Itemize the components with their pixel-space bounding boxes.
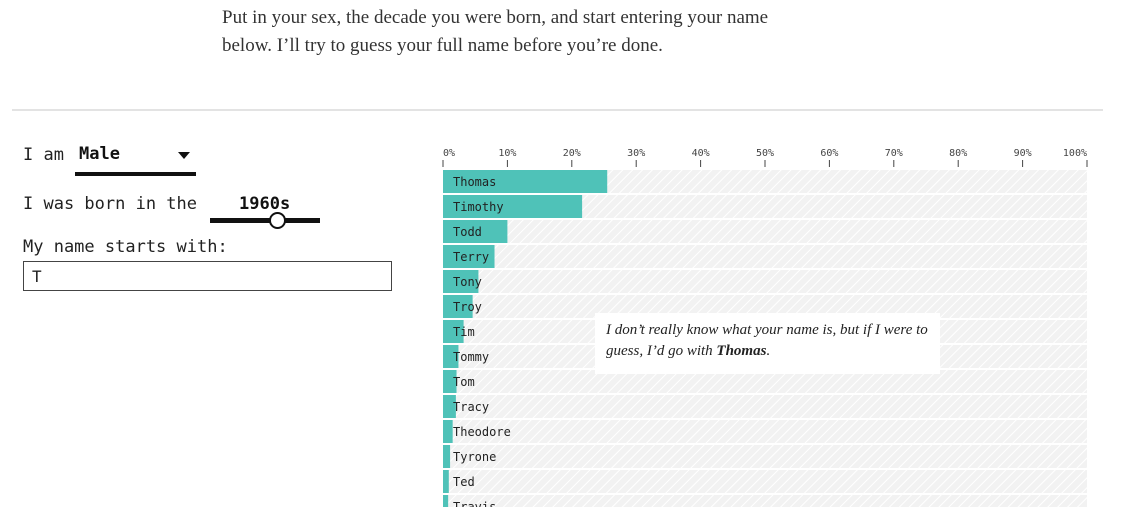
- x-tick-label: 90%: [1014, 148, 1032, 159]
- bar-label: Tony: [453, 275, 482, 289]
- bar-todd: [443, 220, 508, 243]
- decade-slider-track[interactable]: [210, 218, 320, 223]
- guess-name: Thomas: [716, 343, 767, 359]
- bar-background: [443, 195, 1087, 218]
- bar-tim: [443, 320, 464, 343]
- bar-label: Tracy: [453, 400, 489, 414]
- bar-background: [443, 220, 1087, 243]
- bar-tracy: [443, 395, 456, 418]
- bar-background: [443, 245, 1087, 268]
- bar-background: [443, 445, 1087, 468]
- bar-label: Thomas: [453, 175, 496, 189]
- bar-background: [443, 395, 1087, 418]
- bar-background: [443, 470, 1087, 493]
- bar-label: Terry: [453, 250, 489, 264]
- bar-label: Timothy: [453, 200, 504, 214]
- x-tick-label: 40%: [692, 148, 710, 159]
- bar-thomas: [443, 170, 608, 193]
- x-tick-label: 70%: [885, 148, 903, 159]
- guess-text-end: .: [766, 343, 771, 359]
- intro-text: Put in your sex, the decade you were bor…: [222, 4, 902, 60]
- sex-dropdown[interactable]: Male: [75, 142, 196, 176]
- x-tick-label: 80%: [949, 148, 967, 159]
- x-tick-label: 10%: [498, 148, 516, 159]
- bar-timothy: [443, 195, 583, 218]
- bar-tyrone: [443, 445, 451, 468]
- x-tick-label: 20%: [563, 148, 581, 159]
- bar-background: [443, 270, 1087, 293]
- section-divider: [12, 109, 1103, 111]
- sex-selected-value: Male: [79, 144, 120, 164]
- sex-label: I am: [23, 145, 64, 165]
- bar-theodore: [443, 420, 453, 443]
- bar-tony: [443, 270, 479, 293]
- bar-label: Tim: [453, 325, 475, 339]
- x-tick-label: 100%: [1063, 148, 1087, 159]
- intro-line-2: below. I’ll try to guess your full name …: [222, 35, 663, 56]
- x-tick-label: 50%: [756, 148, 774, 159]
- decade-label: I was born in the: [23, 194, 197, 214]
- bar-background: [443, 295, 1087, 318]
- x-tick-label: 60%: [820, 148, 838, 159]
- x-tick-label: 30%: [627, 148, 645, 159]
- name-input[interactable]: [23, 261, 392, 291]
- decade-value: 1960s: [239, 194, 291, 214]
- bar-travis: [443, 495, 449, 507]
- bar-label: Troy: [453, 300, 482, 314]
- bar-label: Tom: [453, 375, 475, 389]
- bar-label: Travis: [453, 500, 496, 507]
- bar-background: [443, 370, 1087, 393]
- guess-text: I don’t really know what your name is, b…: [606, 322, 928, 359]
- guess-message: I don’t really know what your name is, b…: [595, 313, 940, 374]
- x-tick-label: 0%: [443, 148, 455, 159]
- bar-terry: [443, 245, 495, 268]
- bar-background: [443, 420, 1087, 443]
- bar-tommy: [443, 345, 459, 368]
- bar-label: Ted: [453, 475, 475, 489]
- name-label: My name starts with:: [23, 237, 228, 257]
- bar-ted: [443, 470, 449, 493]
- bar-tom: [443, 370, 457, 393]
- bar-label: Todd: [453, 225, 482, 239]
- chevron-down-icon: [178, 152, 190, 159]
- bar-label: Tommy: [453, 350, 489, 364]
- decade-slider-handle[interactable]: [269, 212, 286, 229]
- bar-background: [443, 495, 1087, 507]
- intro-line-1: Put in your sex, the decade you were bor…: [222, 7, 769, 28]
- bar-label: Tyrone: [453, 450, 496, 464]
- bar-label: Theodore: [453, 425, 511, 439]
- bar-troy: [443, 295, 473, 318]
